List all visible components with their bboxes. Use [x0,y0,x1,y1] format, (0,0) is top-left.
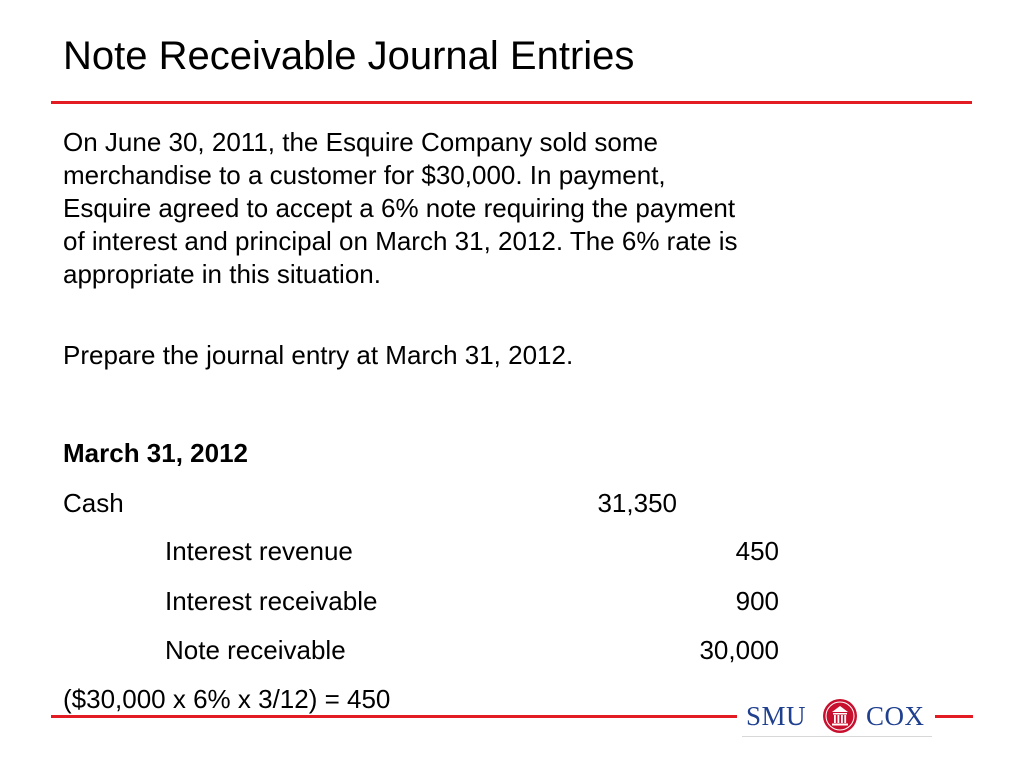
journal-row-note-receivable: Note receivable 30,000 [0,634,1024,667]
logo-text-smu: SMU [746,701,807,731]
journal-row-interest-receivable: Interest receivable 900 [0,585,1024,618]
journal-row-cash: Cash 31,350 [0,487,1024,520]
credit-amount: 900 [735,586,779,616]
seal-icon [823,699,857,733]
logo-underline [742,736,932,737]
account-name: Cash [63,488,124,518]
footer-divider-left [51,715,737,718]
paragraph-line: merchandise to a customer for $30,000. I… [63,160,666,190]
account-name: Interest revenue [165,536,353,566]
journal-row-interest-revenue: Interest revenue 450 [0,535,1024,568]
credit-amount: 450 [735,536,779,566]
account-name: Interest receivable [165,586,378,616]
title-divider [51,101,972,104]
paragraph-line: On June 30, 2011, the Esquire Company so… [63,127,658,157]
problem-paragraph: On June 30, 2011, the Esquire Company so… [63,126,737,291]
logo-text-cox: COX [866,701,925,731]
paragraph-line: Prepare the journal entry at March 31, 2… [63,340,574,370]
account-name: Note receivable [165,635,346,665]
paragraph-line: Esquire agreed to accept a 6% note requi… [63,193,736,223]
smu-cox-logo: SMU COX [742,694,932,738]
interest-calculation: ($30,000 x 6% x 3/12) = 450 [63,684,391,714]
footer-divider-right [935,715,973,718]
debit-amount: 31,350 [597,488,677,518]
paragraph-line: appropriate in this situation. [63,259,381,289]
paragraph-line: of interest and principal on March 31, 2… [63,226,738,256]
credit-amount: 30,000 [699,635,779,665]
journal-entry-date: March 31, 2012 [63,438,249,468]
slide-title: Note Receivable Journal Entries [63,34,635,78]
instruction-paragraph: Prepare the journal entry at March 31, 2… [63,339,573,372]
